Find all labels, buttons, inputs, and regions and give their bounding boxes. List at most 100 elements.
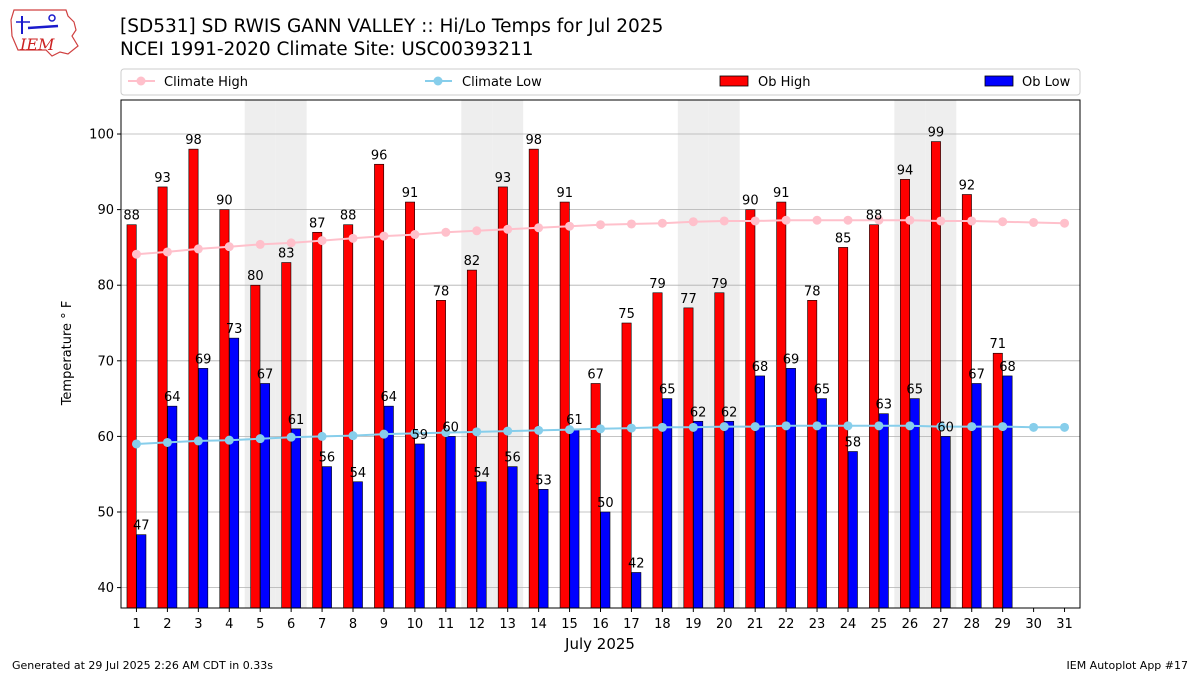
label-ob-low-day-29: 68 bbox=[999, 360, 1016, 375]
bar-ob-high-day-10 bbox=[405, 201, 415, 609]
y-tick-label-90: 90 bbox=[97, 203, 114, 218]
y-tick-label-40: 40 bbox=[97, 581, 114, 596]
x-tick-label-20: 20 bbox=[716, 617, 733, 632]
bar-ob-low-day-16 bbox=[600, 511, 611, 609]
point-climate-high-day-29 bbox=[998, 217, 1008, 227]
label-ob-low-day-11: 60 bbox=[442, 420, 459, 435]
bar-ob-high-day-15 bbox=[559, 201, 570, 609]
point-climate-low-day-7 bbox=[317, 431, 327, 441]
x-tick-label-8: 8 bbox=[349, 617, 357, 632]
bar-ob-high-day-18 bbox=[652, 292, 663, 609]
label-ob-low-day-14: 53 bbox=[535, 473, 552, 488]
point-climate-high-day-19 bbox=[688, 217, 698, 227]
point-climate-high-day-28 bbox=[967, 216, 977, 226]
bar-ob-low-day-3 bbox=[198, 368, 209, 609]
x-tick-label-6: 6 bbox=[287, 617, 295, 632]
point-climate-low-day-19 bbox=[688, 422, 698, 432]
point-climate-low-day-21 bbox=[750, 422, 760, 432]
legend-label-climate-high: Climate High bbox=[164, 75, 248, 90]
label-ob-low-day-4: 73 bbox=[226, 322, 243, 337]
x-tick-label-2: 2 bbox=[163, 617, 171, 632]
generated-note: Generated at 29 Jul 2025 2:26 AM CDT in … bbox=[12, 659, 273, 672]
point-climate-low-day-1 bbox=[131, 439, 141, 449]
label-ob-high-day-1: 88 bbox=[123, 209, 140, 224]
point-climate-high-day-11 bbox=[441, 227, 451, 237]
x-tick-label-21: 21 bbox=[747, 617, 764, 632]
climate-lines bbox=[131, 215, 1070, 449]
point-climate-high-day-17 bbox=[626, 219, 636, 229]
bar-ob-low-day-21 bbox=[755, 375, 765, 609]
point-climate-low-day-15 bbox=[565, 425, 575, 435]
label-ob-high-day-4: 90 bbox=[216, 194, 233, 209]
label-ob-high-day-13: 93 bbox=[495, 171, 512, 186]
x-tick-label-9: 9 bbox=[380, 617, 388, 632]
label-ob-low-day-2: 64 bbox=[164, 390, 181, 405]
bar-ob-low-day-5 bbox=[260, 383, 271, 609]
x-tick-label-3: 3 bbox=[194, 617, 202, 632]
label-ob-low-day-20: 62 bbox=[721, 405, 738, 420]
y-tick-label-50: 50 bbox=[97, 505, 114, 520]
bar-ob-high-day-28 bbox=[961, 194, 972, 609]
bar-ob-low-day-6 bbox=[291, 428, 301, 609]
point-climate-low-day-9 bbox=[379, 429, 389, 439]
bar-ob-low-day-4 bbox=[229, 337, 240, 609]
bar-ob-high-day-29 bbox=[992, 352, 1003, 609]
point-climate-low-day-11 bbox=[441, 428, 451, 438]
bar-ob-low-day-1 bbox=[136, 534, 147, 609]
legend-frame bbox=[120, 68, 1081, 96]
bar-ob-high-day-4 bbox=[219, 209, 230, 609]
label-ob-low-day-9: 64 bbox=[381, 390, 398, 405]
bar-ob-high-day-11 bbox=[436, 300, 446, 609]
point-climate-low-day-23 bbox=[812, 421, 822, 431]
bar-ob-low-day-13 bbox=[507, 466, 518, 609]
point-climate-high-day-30 bbox=[1029, 217, 1039, 227]
x-tick-label-19: 19 bbox=[685, 617, 702, 632]
x-tick-label-25: 25 bbox=[871, 617, 888, 632]
point-climate-low-day-28 bbox=[967, 422, 977, 432]
point-climate-high-day-18 bbox=[657, 218, 667, 228]
label-ob-low-day-25: 63 bbox=[875, 398, 892, 413]
point-climate-low-day-18 bbox=[657, 422, 667, 432]
point-climate-low-day-17 bbox=[626, 423, 636, 433]
point-climate-high-day-25 bbox=[874, 215, 884, 225]
label-ob-high-day-14: 98 bbox=[526, 133, 543, 148]
point-climate-low-day-8 bbox=[348, 431, 358, 441]
x-tick-label-22: 22 bbox=[778, 617, 795, 632]
label-ob-high-day-19: 77 bbox=[680, 292, 697, 307]
label-ob-low-day-24: 58 bbox=[845, 436, 862, 451]
bar-ob-high-day-22 bbox=[776, 201, 787, 609]
label-ob-low-day-5: 67 bbox=[257, 367, 274, 382]
logo-text: IEM bbox=[19, 35, 55, 54]
x-tick-label-17: 17 bbox=[623, 617, 640, 632]
app-note: IEM Autoplot App #17 bbox=[1066, 659, 1189, 672]
point-climate-low-day-22 bbox=[781, 421, 791, 431]
bar-ob-high-day-3 bbox=[188, 148, 199, 609]
bar-ob-high-day-25 bbox=[869, 224, 880, 609]
bar-ob-low-day-2 bbox=[167, 405, 178, 609]
bar-ob-low-day-12 bbox=[476, 481, 487, 609]
x-tick-label-10: 10 bbox=[407, 617, 424, 632]
x-tick-label-18: 18 bbox=[654, 617, 671, 632]
y-tick-label-100: 100 bbox=[89, 128, 114, 143]
label-ob-high-day-11: 78 bbox=[433, 284, 450, 299]
legend-climate-low: Climate Low bbox=[425, 75, 542, 90]
point-climate-high-day-26 bbox=[905, 215, 915, 225]
label-ob-low-day-8: 54 bbox=[350, 466, 367, 481]
bar-ob-low-day-14 bbox=[538, 489, 549, 609]
label-ob-low-day-15: 61 bbox=[566, 413, 583, 428]
legend-label-climate-low: Climate Low bbox=[462, 75, 542, 90]
point-climate-high-day-16 bbox=[596, 220, 605, 230]
point-climate-low-day-25 bbox=[874, 421, 884, 431]
bar-ob-high-day-19 bbox=[683, 307, 694, 609]
label-ob-high-day-29: 71 bbox=[990, 337, 1007, 352]
label-ob-low-day-22: 69 bbox=[783, 352, 800, 367]
label-ob-high-day-17: 75 bbox=[618, 307, 635, 322]
label-ob-low-day-17: 42 bbox=[628, 556, 645, 571]
bar-ob-low-day-19 bbox=[693, 420, 704, 609]
label-ob-low-day-13: 56 bbox=[504, 451, 521, 466]
point-climate-low-day-5 bbox=[255, 434, 265, 444]
label-ob-high-day-23: 78 bbox=[804, 284, 821, 299]
point-climate-high-day-24 bbox=[843, 215, 853, 225]
legend-label-ob-low: Ob Low bbox=[1022, 75, 1071, 90]
x-tick-label-13: 13 bbox=[499, 617, 516, 632]
